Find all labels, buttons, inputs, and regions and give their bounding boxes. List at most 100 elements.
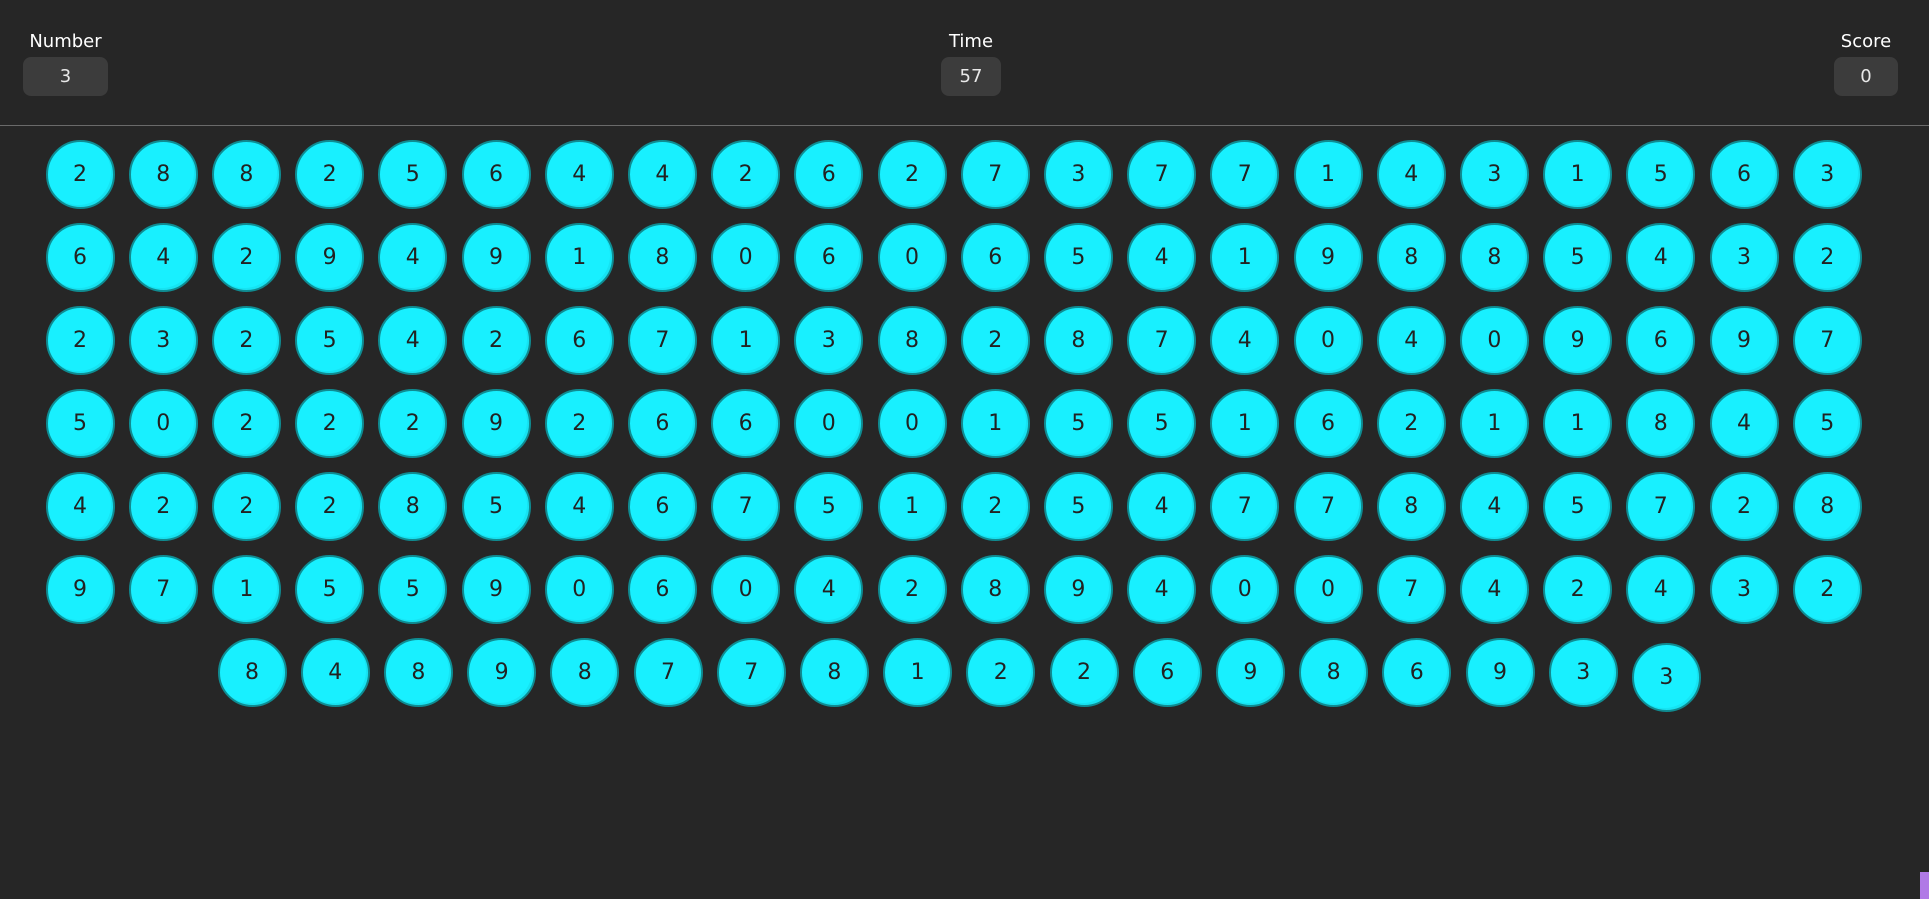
number-ball[interactable]: 5: [794, 472, 863, 541]
number-ball[interactable]: 2: [545, 389, 614, 458]
number-ball[interactable]: 2: [1793, 555, 1862, 624]
number-ball[interactable]: 9: [1710, 306, 1779, 375]
number-ball[interactable]: 9: [1466, 638, 1535, 707]
number-ball[interactable]: 5: [1044, 389, 1113, 458]
number-ball[interactable]: 0: [545, 555, 614, 624]
number-ball[interactable]: 0: [1460, 306, 1529, 375]
number-ball[interactable]: 6: [545, 306, 614, 375]
number-ball[interactable]: 2: [129, 472, 198, 541]
number-ball[interactable]: 8: [628, 223, 697, 292]
number-ball[interactable]: 0: [1294, 306, 1363, 375]
number-ball[interactable]: 8: [378, 472, 447, 541]
number-ball[interactable]: 2: [878, 140, 947, 209]
number-ball[interactable]: 9: [1543, 306, 1612, 375]
number-ball[interactable]: 6: [1382, 638, 1451, 707]
number-ball[interactable]: 2: [961, 472, 1030, 541]
number-ball[interactable]: 8: [1793, 472, 1862, 541]
number-ball[interactable]: 8: [1377, 472, 1446, 541]
number-ball[interactable]: 8: [384, 638, 453, 707]
number-ball[interactable]: 6: [46, 223, 115, 292]
number-ball[interactable]: 7: [634, 638, 703, 707]
number-ball[interactable]: 0: [794, 389, 863, 458]
number-ball[interactable]: 7: [1294, 472, 1363, 541]
number-ball[interactable]: 0: [878, 389, 947, 458]
number-ball[interactable]: 9: [467, 638, 536, 707]
number-ball[interactable]: 7: [961, 140, 1030, 209]
number-ball[interactable]: 4: [129, 223, 198, 292]
number-ball[interactable]: 3: [1710, 555, 1779, 624]
number-ball[interactable]: 6: [1626, 306, 1695, 375]
number-ball[interactable]: 4: [1210, 306, 1279, 375]
number-ball[interactable]: 2: [295, 472, 364, 541]
number-ball[interactable]: 5: [46, 389, 115, 458]
number-ball[interactable]: 6: [794, 140, 863, 209]
number-ball[interactable]: 9: [46, 555, 115, 624]
number-ball[interactable]: 2: [711, 140, 780, 209]
number-ball[interactable]: 7: [1210, 140, 1279, 209]
number-ball[interactable]: 2: [1793, 223, 1862, 292]
number-ball[interactable]: 2: [1377, 389, 1446, 458]
number-ball[interactable]: 2: [378, 389, 447, 458]
number-ball[interactable]: 4: [378, 223, 447, 292]
number-ball[interactable]: 0: [1210, 555, 1279, 624]
number-ball[interactable]: 8: [550, 638, 619, 707]
number-ball[interactable]: 7: [1377, 555, 1446, 624]
number-ball[interactable]: 6: [628, 472, 697, 541]
number-ball[interactable]: 2: [46, 140, 115, 209]
number-ball[interactable]: 7: [1210, 472, 1279, 541]
number-ball[interactable]: 6: [628, 389, 697, 458]
number-ball[interactable]: 5: [378, 555, 447, 624]
number-ball[interactable]: 5: [1044, 472, 1113, 541]
number-ball[interactable]: 9: [1294, 223, 1363, 292]
number-ball[interactable]: 3: [1793, 140, 1862, 209]
number-ball[interactable]: 3: [1044, 140, 1113, 209]
number-ball[interactable]: 2: [462, 306, 531, 375]
number-ball[interactable]: 4: [1127, 555, 1196, 624]
number-ball[interactable]: 4: [1460, 555, 1529, 624]
number-ball[interactable]: 6: [961, 223, 1030, 292]
number-ball[interactable]: 7: [628, 306, 697, 375]
number-ball[interactable]: 5: [1543, 223, 1612, 292]
number-ball[interactable]: 4: [794, 555, 863, 624]
number-ball[interactable]: 4: [1377, 306, 1446, 375]
number-ball[interactable]: 6: [1294, 389, 1363, 458]
number-ball[interactable]: 2: [878, 555, 947, 624]
number-ball[interactable]: 5: [295, 555, 364, 624]
number-ball[interactable]: 4: [545, 472, 614, 541]
number-ball[interactable]: 1: [961, 389, 1030, 458]
number-ball[interactable]: 7: [1127, 306, 1196, 375]
number-ball[interactable]: 1: [1294, 140, 1363, 209]
number-ball[interactable]: 5: [1543, 472, 1612, 541]
number-ball[interactable]: 8: [218, 638, 287, 707]
number-ball[interactable]: 5: [462, 472, 531, 541]
number-ball[interactable]: 1: [1210, 223, 1279, 292]
number-ball[interactable]: 3: [129, 306, 198, 375]
number-ball[interactable]: 8: [878, 306, 947, 375]
number-ball[interactable]: 4: [1710, 389, 1779, 458]
number-ball[interactable]: 4: [46, 472, 115, 541]
number-ball[interactable]: 2: [1710, 472, 1779, 541]
number-ball[interactable]: 3: [794, 306, 863, 375]
number-ball[interactable]: 2: [966, 638, 1035, 707]
number-ball[interactable]: 9: [462, 223, 531, 292]
number-ball[interactable]: 9: [295, 223, 364, 292]
number-ball[interactable]: 4: [301, 638, 370, 707]
number-ball[interactable]: 4: [1127, 223, 1196, 292]
number-ball[interactable]: 2: [295, 140, 364, 209]
number-ball[interactable]: 8: [1044, 306, 1113, 375]
number-ball[interactable]: 8: [1460, 223, 1529, 292]
number-ball[interactable]: 5: [295, 306, 364, 375]
number-ball[interactable]: 6: [462, 140, 531, 209]
number-ball[interactable]: 7: [711, 472, 780, 541]
number-ball[interactable]: 7: [129, 555, 198, 624]
number-ball[interactable]: 5: [1793, 389, 1862, 458]
number-ball[interactable]: 8: [1626, 389, 1695, 458]
number-ball[interactable]: 1: [212, 555, 281, 624]
number-ball[interactable]: 3: [1710, 223, 1779, 292]
number-ball[interactable]: 2: [295, 389, 364, 458]
number-ball[interactable]: 4: [545, 140, 614, 209]
number-ball[interactable]: 0: [1294, 555, 1363, 624]
number-ball[interactable]: 4: [1626, 555, 1695, 624]
number-ball[interactable]: 5: [378, 140, 447, 209]
number-ball[interactable]: 6: [794, 223, 863, 292]
